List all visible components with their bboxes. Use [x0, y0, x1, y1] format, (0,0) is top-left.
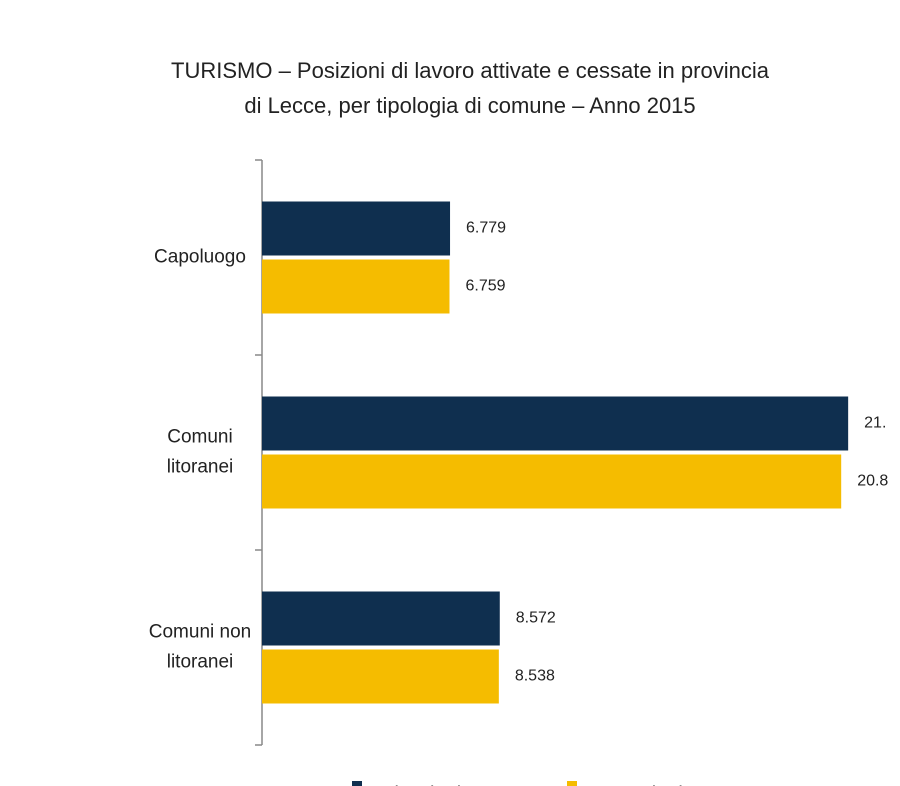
legend-label: Attivazioni: [370, 783, 461, 786]
chart-title: di Lecce, per tipologia di comune – Anno…: [244, 93, 695, 118]
value-label: 6.779: [466, 220, 506, 237]
legend-swatch: [352, 781, 362, 786]
y-tick-label: Comuni litoranei: [167, 427, 234, 478]
bar: [262, 591, 500, 646]
value-label: 8.538: [515, 668, 555, 685]
y-tick-label: Comuni non litoranei: [149, 622, 251, 673]
bar: [262, 649, 499, 704]
bar: [262, 259, 450, 314]
legend-swatch: [567, 781, 577, 786]
value-label: 6.759: [465, 278, 505, 295]
bar: [262, 201, 451, 256]
bar: [262, 454, 842, 509]
value-label: 21.: [864, 415, 886, 432]
value-label: 20.8: [857, 473, 888, 490]
chart-title: TURISMO – Posizioni di lavoro attivate e…: [171, 58, 770, 83]
legend-label: Cessazioni: [585, 783, 683, 786]
bar: [262, 396, 849, 451]
y-tick-label: Capoluogo: [154, 247, 246, 268]
value-label: 8.572: [516, 610, 556, 627]
y-axis: [255, 159, 263, 746]
